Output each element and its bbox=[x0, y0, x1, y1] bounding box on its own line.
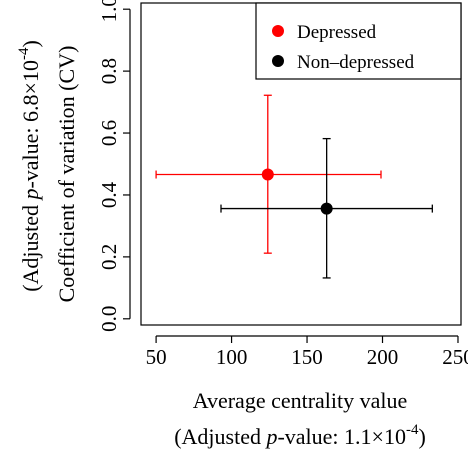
y-tick-label: 0.2 bbox=[97, 244, 121, 270]
y-axis: 0.0 0.2 0.4 0.6 0.8 1.0 bbox=[97, 0, 131, 332]
x-tick-label: 50 bbox=[146, 345, 167, 369]
legend-marker bbox=[272, 25, 284, 37]
legend-label: Depressed bbox=[297, 22, 377, 43]
y-axis-title: Coefficient of variation (CV) bbox=[54, 46, 79, 303]
legend-frame bbox=[255, 2, 462, 80]
x-tick-label: 100 bbox=[216, 345, 248, 369]
legend: Depressed Non–depressed bbox=[255, 2, 462, 80]
legend-marker bbox=[272, 55, 284, 67]
x-tick-label: 150 bbox=[291, 345, 323, 369]
y-tick-label: 0.8 bbox=[97, 58, 121, 84]
series-non-depressed bbox=[220, 137, 433, 279]
series-layer bbox=[155, 94, 433, 279]
y-tick-label: 0.6 bbox=[97, 120, 121, 146]
data-point bbox=[320, 202, 333, 215]
y-tick-label: 0.0 bbox=[97, 306, 121, 332]
series-depressed bbox=[155, 94, 382, 254]
y-tick-label: 0.4 bbox=[97, 181, 121, 208]
x-axis: 50 100 150 200 250 bbox=[146, 335, 468, 369]
x-tick-label: 250 bbox=[442, 345, 468, 369]
y-tick-label: 1.0 bbox=[97, 0, 121, 22]
x-tick-label: 200 bbox=[367, 345, 399, 369]
data-point bbox=[261, 168, 274, 181]
x-axis-title: Average centrality value bbox=[193, 388, 408, 413]
x-axis-note: (Adjusted p-value: 1.1×10-4) bbox=[174, 422, 426, 449]
legend-label: Non–depressed bbox=[297, 52, 415, 73]
y-axis-note: (Adjusted p-value: 6.8×10-4) bbox=[16, 40, 43, 292]
